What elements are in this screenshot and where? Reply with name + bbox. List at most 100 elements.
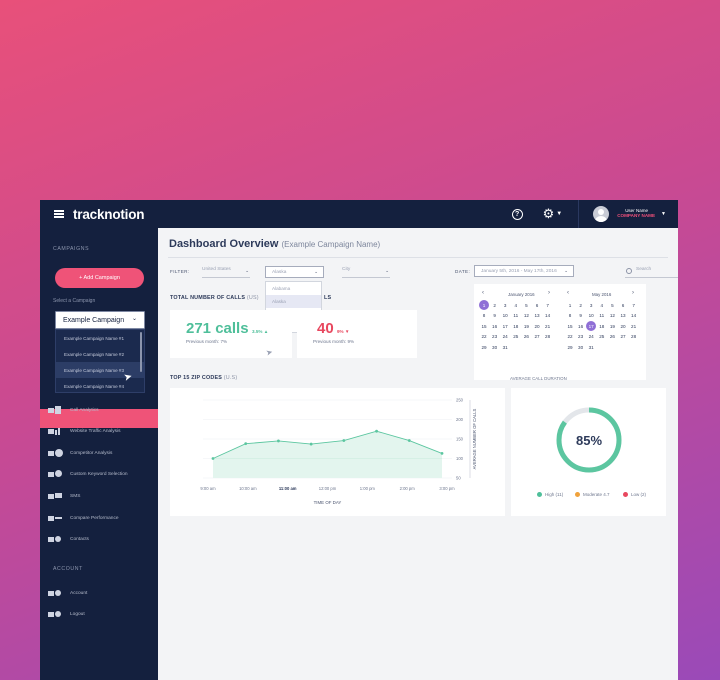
calendar-day[interactable]: 16 [578,323,584,329]
calendar-day[interactable]: 20 [534,323,540,329]
calendar-day[interactable]: 26 [609,334,615,340]
calendar-day[interactable]: 30 [578,344,584,350]
calendar-day[interactable]: 11 [513,313,519,319]
calendar-day[interactable]: 22 [567,334,573,340]
calendar-day[interactable]: 28 [545,334,551,340]
calendar-day[interactable]: 19 [523,323,529,329]
calendar-day[interactable]: 17 [586,321,597,332]
calendar-day[interactable]: 26 [523,334,529,340]
calendar-day[interactable]: 9 [493,313,496,319]
sidebar-item-contacts[interactable]: Contacts [48,532,158,546]
calendar-day[interactable]: 1 [479,300,489,310]
date-range-select[interactable]: January 5th, 2016 - May 17th, 2016 ⌄ [474,265,574,277]
prev-month-icon[interactable]: ‹ [482,290,484,296]
prev-month-icon[interactable]: ‹ [567,290,569,296]
calls-title-unit: (US) [246,295,259,301]
help-icon[interactable]: ? [511,208,523,220]
calendar-day[interactable]: 15 [481,323,487,329]
sidebar-item-competitor-analysis[interactable]: Competitor Analysis [48,446,158,460]
calendar-day[interactable]: 27 [534,334,540,340]
calendar-day[interactable]: 25 [599,334,605,340]
calendar-day[interactable]: 16 [492,323,498,329]
calendar-day[interactable]: 28 [631,334,637,340]
state-select[interactable]: Alaska ⌄ [265,266,324,278]
sidebar-item-active[interactable] [40,409,158,428]
calendar-day[interactable]: 15 [567,323,573,329]
next-month-icon[interactable]: › [632,290,634,296]
calendar-day[interactable]: 18 [513,323,519,329]
sidebar-item-logout[interactable]: Logout [48,607,158,621]
calendar-day[interactable]: 31 [588,344,594,350]
app-logo[interactable]: tracknotion [73,206,145,222]
next-month-icon[interactable]: › [548,290,550,296]
calendar-day[interactable]: 12 [523,313,529,319]
calendar-day[interactable]: 17 [502,323,508,329]
calendar-day[interactable]: 12 [609,313,615,319]
calendar-day[interactable]: 3 [503,302,507,308]
calendar-day[interactable]: 7 [546,302,549,308]
calendar-day[interactable]: 19 [609,323,615,329]
calendar-day[interactable]: 23 [492,334,498,340]
calendar-day[interactable]: 10 [588,313,594,319]
add-campaign-button[interactable]: + Add Campaign [55,268,144,288]
search-input[interactable]: Search [625,267,678,278]
campaign-select[interactable]: Example Campaign ⌄ [55,311,145,329]
menu-icon[interactable] [54,210,64,218]
campaign-option[interactable]: Example Campaign Name #1 [64,335,125,341]
calendar-day[interactable]: 31 [502,344,508,350]
chevron-down-icon[interactable]: ▼ [661,211,666,217]
calendar-day[interactable]: 21 [631,323,637,329]
calendar-day[interactable]: 11 [599,313,605,319]
calendar-day[interactable]: 22 [481,334,487,340]
calendar-day[interactable]: 14 [631,313,637,319]
calendar-day[interactable]: 6 [621,302,625,308]
calendar-day[interactable]: 18 [599,323,605,329]
gear-icon[interactable]: ⚙ [542,206,555,221]
sidebar-item-custom-keyword[interactable]: Custom Keyword Selection [48,467,158,481]
avatar[interactable] [593,206,610,222]
state-option[interactable]: Alabama [272,286,291,291]
sidebar-item-compare-performance[interactable]: Compare Performance [48,511,158,525]
sidebar-item-sms[interactable]: SMS [48,489,158,503]
campaign-option[interactable]: Example Campaign Name #3 [56,362,144,378]
calendar-day[interactable]: 3 [589,302,593,308]
user-menu[interactable]: User Name COMPANY NAME [617,209,655,219]
calendar-day[interactable]: 8 [568,313,572,319]
sidebar-item-account[interactable]: Account [48,586,158,600]
calendar-day[interactable]: 23 [578,334,584,340]
calendar-day[interactable]: 6 [535,302,539,308]
calendar-day[interactable]: 21 [545,323,551,329]
calendar-day[interactable]: 4 [600,302,604,308]
calendar-day[interactable]: 29 [567,344,573,350]
sidebar-item-call-analytics[interactable]: Call Analytics [48,403,158,417]
calendar-day[interactable]: 25 [513,334,519,340]
calendar-day[interactable]: 7 [632,302,635,308]
campaign-option[interactable]: Example Campaign Name #2 [64,351,125,357]
calendar-day[interactable]: 9 [579,313,582,319]
calendar-day[interactable]: 10 [502,313,508,319]
company-name: COMPANY NAME [617,212,656,218]
country-select[interactable]: United States ⌄ [202,267,250,278]
calendar-day[interactable]: 1 [568,302,572,308]
campaign-option[interactable]: Example Campaign Name #4 [64,383,125,389]
city-select[interactable]: City ⌄ [342,267,390,278]
calendar-day[interactable]: 5 [525,302,528,308]
chevron-down-icon[interactable]: ▼ [556,211,563,217]
calendar-day[interactable]: 14 [545,313,551,319]
calendar-day[interactable]: 8 [482,313,486,319]
calendar-day[interactable]: 4 [514,302,518,308]
calendar-day[interactable]: 13 [620,313,626,319]
calendar-day[interactable]: 2 [579,302,582,308]
scrollbar[interactable] [140,332,142,372]
calendar-day[interactable]: 2 [493,302,496,308]
state-option[interactable]: Alaska [266,295,321,308]
calendar-day[interactable]: 24 [588,334,594,340]
calendar-day[interactable]: 20 [620,323,626,329]
calendar-day[interactable]: 29 [481,344,487,350]
calendar-day[interactable]: 13 [534,313,540,319]
calendar-day[interactable]: 27 [620,334,626,340]
sidebar-item-website-traffic[interactable]: Website Traffic Analysis [48,424,158,438]
calendar-day[interactable]: 30 [492,344,498,350]
calendar-day[interactable]: 24 [502,334,508,340]
calendar-day[interactable]: 5 [611,302,614,308]
